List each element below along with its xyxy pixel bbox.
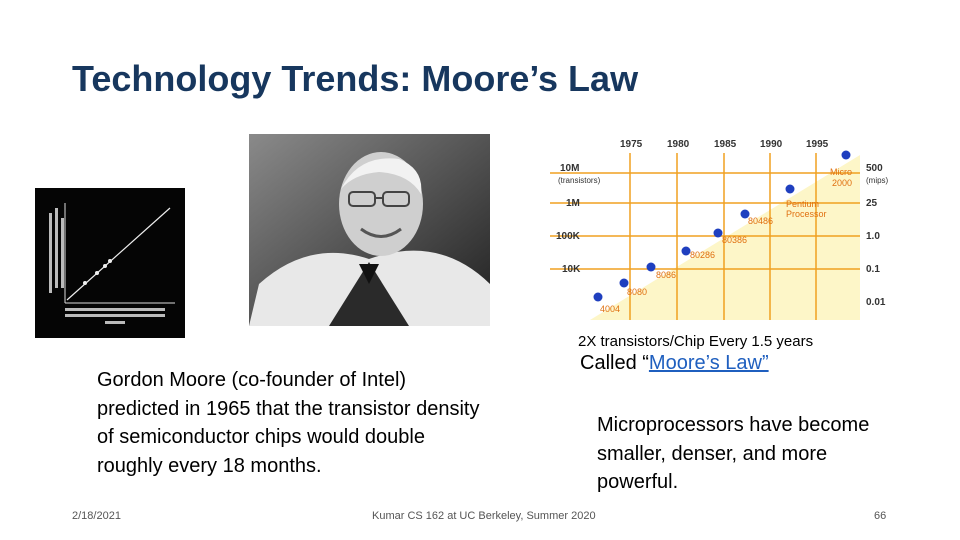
microprocessor-description: Microprocessors have become smaller, den… (597, 414, 870, 493)
right-tick: 0.1 (866, 264, 880, 275)
left-tick: 10M (560, 163, 579, 174)
chart-gridlines (550, 153, 860, 320)
called-moores-law-line: Called “Moore’s Law” (580, 352, 769, 375)
original-moore-graph-image (35, 188, 185, 338)
processor-point (681, 246, 691, 256)
left-tick: 1M (566, 198, 580, 209)
processor-label: Micro (830, 167, 852, 177)
processor-label: 8086 (656, 270, 676, 280)
left-tick: 100K (556, 231, 581, 242)
processor-point (713, 228, 723, 238)
footer-page-number: 66 (874, 510, 887, 522)
growth-caption: 2X transistors/Chip Every 1.5 years (578, 333, 814, 350)
chart-svg: 1975 1980 1985 1990 1995 10M (transistor… (550, 139, 889, 320)
processor-point (646, 262, 656, 272)
right-tick: 500 (866, 163, 883, 174)
right-tick: 0.01 (866, 297, 886, 308)
year-label: 1990 (760, 139, 783, 150)
year-label: 1975 (620, 139, 643, 150)
processor-label: 4004 (600, 304, 620, 314)
called-prefix: Called “ (580, 352, 649, 374)
right-tick: (mips) (866, 176, 889, 185)
footer-date: 2/18/2021 (72, 510, 121, 522)
processor-label: Pentium (786, 199, 819, 209)
slide-title: Technology Trends: Moore’s Law (72, 58, 639, 99)
left-tick: 10K (562, 264, 581, 275)
left-tick: (transistors) (558, 176, 601, 185)
year-label: 1995 (806, 139, 829, 150)
processor-point (841, 150, 851, 160)
chart-shaded-area (590, 155, 860, 320)
portrait-drawing (249, 134, 490, 326)
right-tick: 1.0 (866, 231, 880, 242)
processor-label: 80386 (722, 235, 747, 245)
year-label: 1980 (667, 139, 690, 150)
gordon-moore-photo (249, 134, 490, 326)
processor-point (619, 278, 629, 288)
processor-point (593, 292, 603, 302)
processor-label: 80286 (690, 250, 715, 260)
processor-point (740, 209, 750, 219)
processor-label: Processor (786, 209, 827, 219)
right-tick: 25 (866, 198, 878, 209)
gordon-moore-description: Gordon Moore (co-founder of Intel) predi… (97, 369, 480, 477)
year-label: 1985 (714, 139, 737, 150)
processor-label: 8080 (627, 287, 647, 297)
moores-law-chart: 1975 1980 1985 1990 1995 10M (transistor… (550, 135, 905, 320)
processor-point (785, 184, 795, 194)
moores-law-link[interactable]: Moore’s Law” (648, 352, 769, 374)
processor-label: 2000 (832, 178, 852, 188)
footer-course: Kumar CS 162 at UC Berkeley, Summer 2020 (372, 510, 596, 522)
processor-label: 80486 (748, 216, 773, 226)
graph-drawing (49, 203, 175, 324)
